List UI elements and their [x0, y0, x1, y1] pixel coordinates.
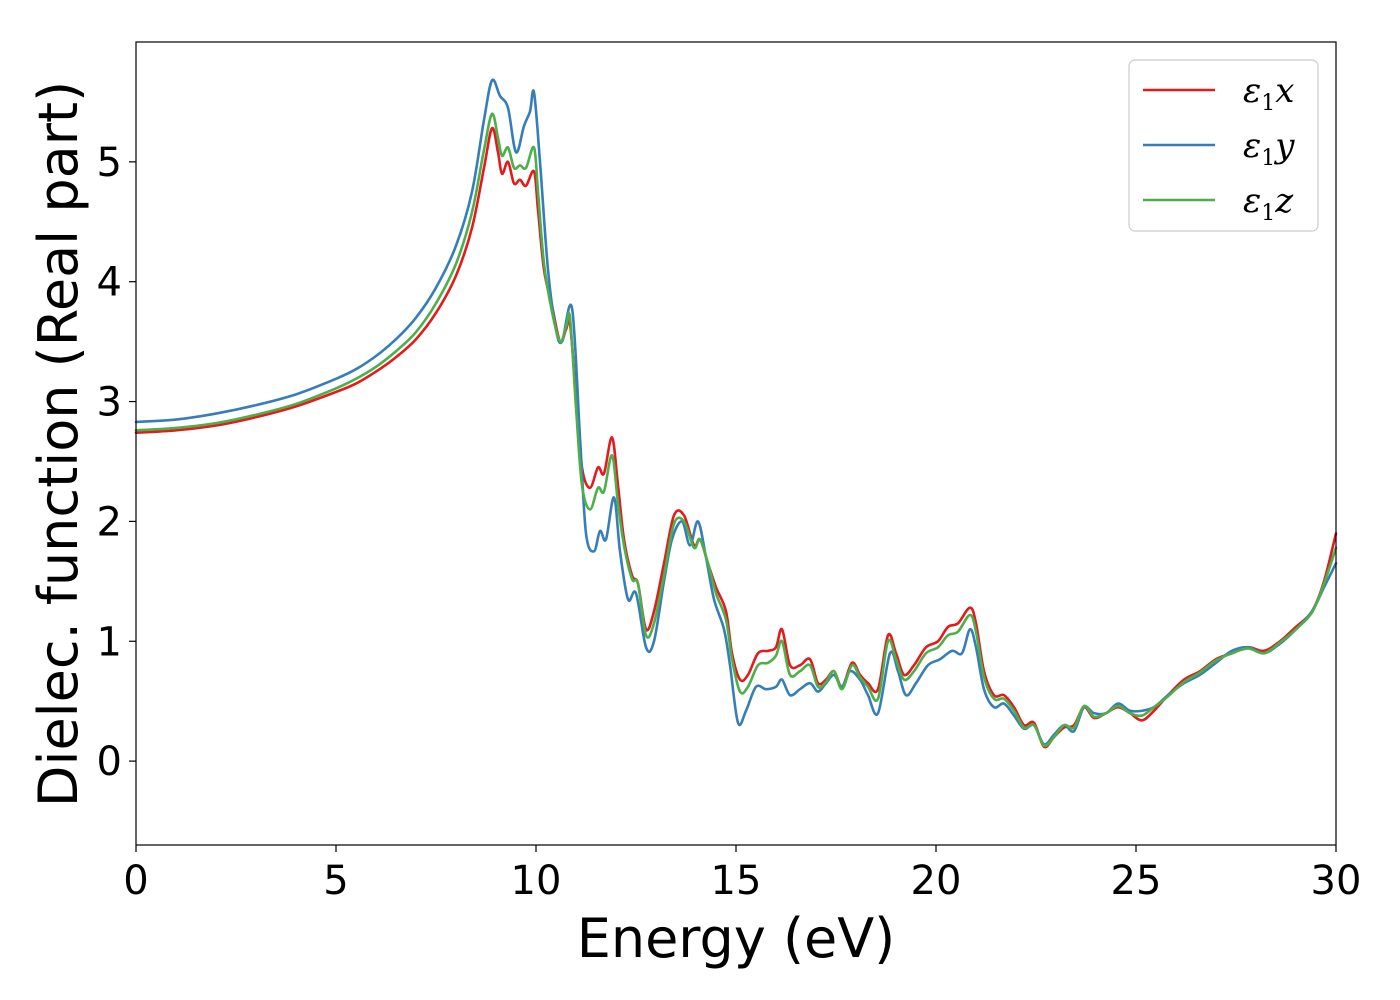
legend-label-x: ε1x — [1243, 71, 1294, 116]
y-tick-label: 1 — [97, 619, 122, 665]
y-axis-title: Dielec. function (Real part) — [27, 81, 90, 807]
y-tick-label: 2 — [97, 499, 122, 545]
legend-label-z: ε1z — [1243, 181, 1294, 226]
series-layer — [134, 78, 1338, 749]
x-axis-ticks: 0 5 10 15 20 25 30 — [123, 845, 1361, 904]
x-tick-label: 15 — [711, 858, 762, 904]
legend: ε1x ε1y ε1z — [1128, 59, 1319, 232]
legend-items: ε1x ε1y ε1z — [1143, 71, 1295, 226]
x-axis-title: Energy (eV) — [577, 907, 896, 970]
series-line-z — [134, 112, 1338, 748]
y-tick-label: 5 — [97, 140, 122, 186]
y-tick-label: 0 — [97, 739, 122, 785]
x-tick-label: 10 — [511, 858, 562, 904]
y-tick-label: 3 — [97, 380, 122, 426]
legend-label-y: ε1y — [1243, 126, 1295, 171]
x-tick-label: 5 — [323, 858, 348, 904]
y-tick-label: 4 — [97, 260, 122, 306]
x-tick-label: 0 — [123, 858, 148, 904]
x-tick-label: 30 — [1311, 858, 1362, 904]
legend-box — [1128, 59, 1319, 232]
x-tick-label: 25 — [1111, 858, 1162, 904]
series-line-y — [134, 78, 1338, 746]
y-axis-ticks: 0 1 2 3 4 5 — [97, 140, 136, 785]
x-tick-label: 20 — [911, 858, 962, 904]
